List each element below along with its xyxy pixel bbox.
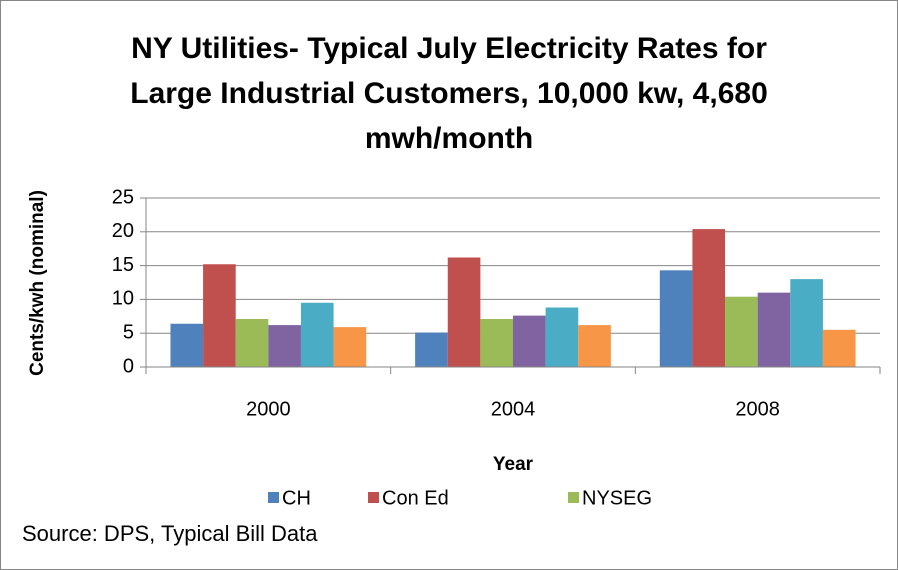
bar [822, 329, 856, 367]
y-tick-label: 0 [123, 355, 134, 377]
legend-label: CH [282, 487, 311, 509]
y-tick-label: 15 [112, 254, 134, 276]
bar [480, 319, 513, 367]
x-tick-label: 2000 [246, 398, 291, 420]
bar [300, 302, 334, 367]
bar [268, 325, 301, 367]
source-note: Source: DPS, Typical Bill Data [22, 521, 318, 546]
bar [513, 315, 546, 367]
bar [447, 257, 481, 367]
chart-title: mwh/month [365, 122, 533, 155]
y-tick-label: 10 [112, 288, 134, 310]
bar [235, 319, 269, 367]
bar [659, 270, 693, 367]
legend-swatch [568, 492, 579, 503]
y-tick-label: 5 [123, 321, 134, 343]
bar [170, 323, 204, 367]
bar [203, 264, 236, 367]
legend-swatch [268, 492, 279, 503]
chart-title: Large Industrial Customers, 10,000 kw, 4… [130, 77, 768, 110]
bar [725, 296, 758, 367]
bar [790, 279, 823, 367]
legend-label: NYSEG [582, 487, 652, 509]
y-axis-title: Cents/kwh (nominal) [27, 190, 48, 376]
y-tick-label: 20 [112, 220, 134, 242]
x-tick-label: 2004 [491, 398, 536, 420]
x-axis-title: Year [493, 454, 534, 475]
y-tick-label: 25 [112, 186, 134, 208]
bar [757, 292, 791, 367]
bar [692, 229, 726, 367]
bar [578, 325, 611, 367]
legend-swatch [368, 492, 379, 503]
bar [333, 327, 367, 367]
legend-label: Con Ed [382, 487, 449, 509]
bar [545, 307, 579, 367]
chart-title: NY Utilities- Typical July Electricity R… [131, 32, 767, 65]
bar [415, 332, 448, 367]
x-tick-label: 2008 [735, 398, 780, 420]
